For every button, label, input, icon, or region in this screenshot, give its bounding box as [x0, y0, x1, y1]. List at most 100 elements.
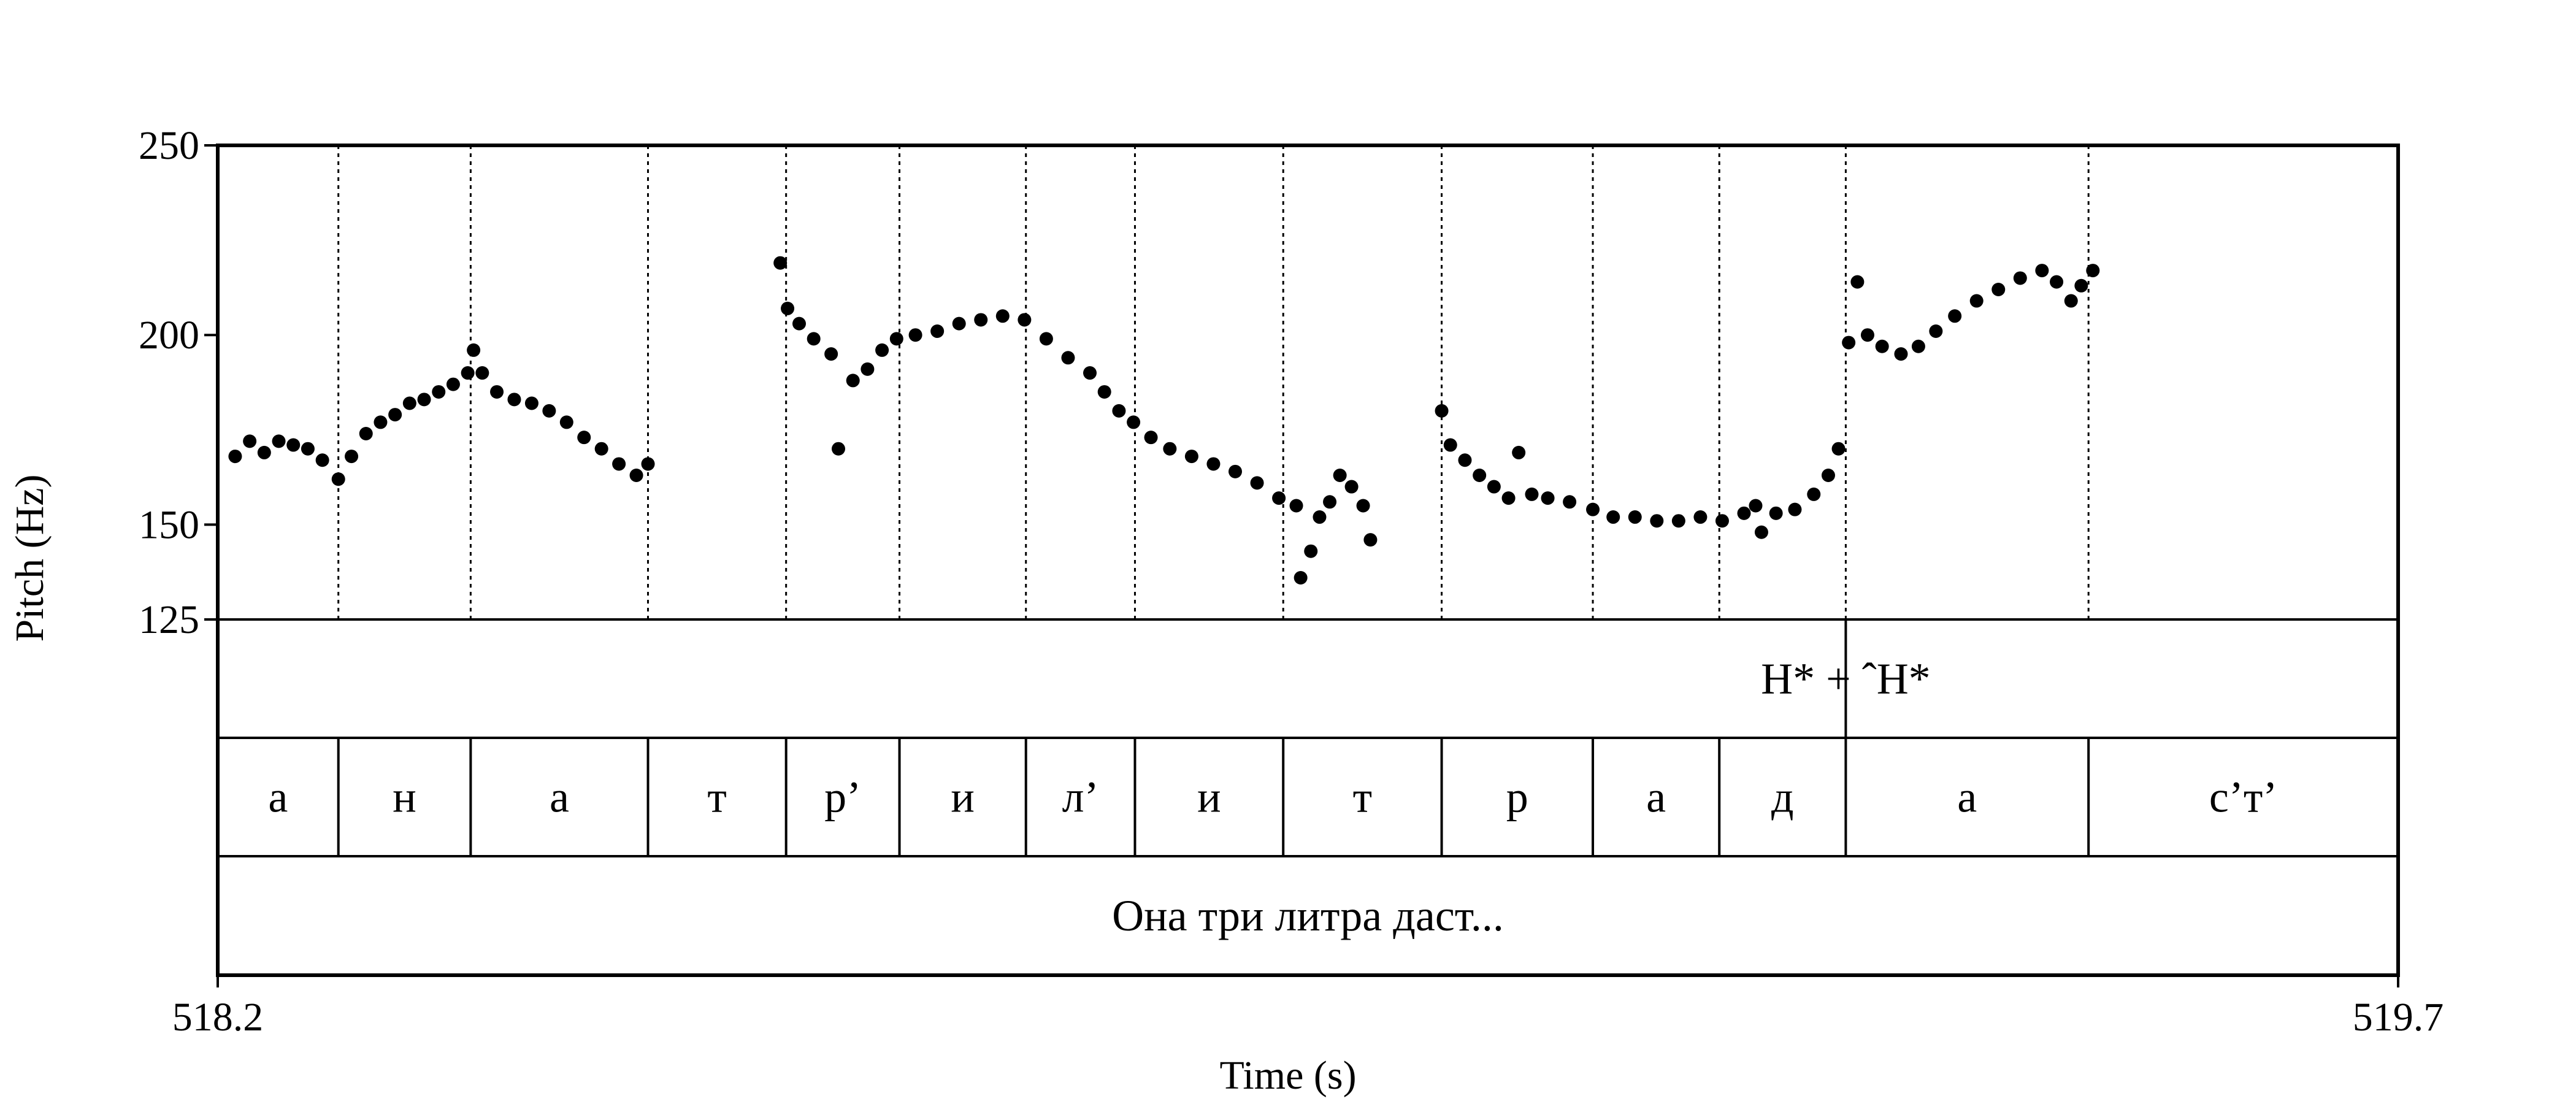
pitch-point: [1039, 332, 1053, 346]
segment-label: с’т’: [2209, 773, 2277, 822]
pitch-point: [995, 309, 1010, 323]
pitch-point: [1894, 347, 1908, 361]
pitch-point: [1272, 491, 1286, 505]
pitch-point: [1807, 487, 1821, 501]
y-tick-label: 125: [139, 597, 199, 642]
axis-ticks: 250 200 150 125 518.2 519.7: [139, 123, 2444, 1040]
pitch-point: [1443, 438, 1457, 452]
pitch-point: [345, 450, 359, 464]
pitch-point: [1850, 275, 1865, 289]
segment-label: а: [1646, 773, 1666, 822]
pitch-point: [315, 453, 329, 467]
plot-border: [216, 144, 2400, 977]
pitch-point: [542, 404, 556, 418]
pitch-point: [1144, 431, 1158, 445]
pitch-point: [1313, 510, 1327, 524]
pitch-point: [1769, 506, 1783, 520]
pitch-point: [1018, 313, 1032, 327]
y-tick-label: 200: [139, 313, 199, 358]
pitch-point: [875, 343, 889, 357]
pitch-point: [1929, 324, 1943, 339]
pitch-point: [1294, 570, 1308, 585]
segment-label: а: [1957, 773, 1977, 822]
pitch-point: [1715, 514, 1729, 528]
pitch-point: [507, 393, 521, 407]
pitch-point: [2013, 271, 2027, 285]
pitch-point: [331, 472, 345, 486]
pitch-point: [1289, 499, 1303, 513]
pitch-point: [243, 434, 257, 448]
pitch-point: [1586, 502, 1600, 516]
pitch-point: [1083, 366, 1097, 380]
plot-frame: [216, 144, 2400, 977]
pitch-point: [824, 347, 838, 361]
pitch-point: [1650, 514, 1664, 528]
x-axis-label: Time (s): [1219, 1053, 1356, 1098]
pitch-point: [1541, 491, 1555, 505]
pitch-point: [1363, 533, 1378, 547]
pitch-point: [1754, 525, 1768, 539]
pitch-point: [257, 445, 271, 459]
pitch-point: [889, 332, 903, 346]
pitch-point: [432, 385, 446, 399]
pitch-point: [374, 415, 388, 429]
pitch-point: [1860, 328, 1874, 342]
pitch-point: [846, 374, 860, 388]
pitch-point: [388, 408, 402, 422]
pitch-point: [2050, 275, 2064, 289]
pitch-point: [1112, 404, 1126, 418]
pitch-point: [1512, 445, 1526, 459]
pitch-point: [1250, 476, 1264, 490]
x-tick-label: 519.7: [2353, 995, 2444, 1040]
y-axis-label: Pitch (Hz): [7, 474, 52, 642]
pitch-point: [1061, 351, 1075, 365]
y-tick-label: 150: [139, 502, 199, 547]
pitch-points: [228, 256, 2100, 585]
segment-label: н: [393, 773, 416, 822]
pitch-point: [1693, 510, 1708, 524]
segment-label: л’: [1062, 773, 1099, 822]
pitch-point: [1563, 495, 1577, 509]
pitch-point: [1435, 404, 1449, 418]
segment-label: р: [1506, 773, 1528, 822]
pitch-point: [612, 457, 626, 471]
pitch-point: [1842, 335, 1856, 350]
pitch-point: [1911, 339, 1925, 353]
sentence-label: Она три литра даст...: [1112, 891, 1504, 940]
pitch-point: [1229, 464, 1242, 478]
pitch-point: [1304, 544, 1318, 558]
segment-label: т: [707, 773, 726, 822]
pitch-point: [807, 332, 821, 346]
pitch-point: [1671, 514, 1685, 528]
pitch-point: [559, 415, 573, 429]
pitch-point: [461, 366, 475, 380]
pitch-point: [1473, 469, 1487, 483]
pitch-point: [1344, 480, 1359, 494]
pitch-point: [930, 324, 945, 339]
pitch-point: [781, 301, 795, 315]
pitch-point: [1097, 385, 1111, 399]
pitch-point: [1525, 487, 1539, 501]
segment-label: а: [550, 773, 569, 822]
segment-label: и: [951, 773, 975, 822]
pitch-point: [1875, 339, 1889, 353]
pitch-point: [861, 362, 875, 376]
pitch-point: [1323, 495, 1337, 509]
pitch-point: [1501, 491, 1516, 505]
segment-label: и: [1197, 773, 1221, 822]
pitch-point: [467, 343, 481, 357]
pitch-point: [1487, 480, 1501, 494]
pitch-point: [952, 316, 966, 331]
pitch-point: [1356, 499, 1370, 513]
pitch-point: [1333, 469, 1347, 483]
segment-label: а: [268, 773, 288, 822]
segment-boundary-gridlines: [337, 145, 2090, 619]
pitch-point: [1127, 415, 1141, 429]
pitch-point: [1948, 309, 1962, 323]
pitch-point: [402, 396, 416, 410]
pitch-point: [641, 457, 655, 471]
x-tick-label: 518.2: [172, 995, 264, 1040]
pitch-point: [792, 316, 806, 331]
pitch-point: [1163, 442, 1177, 456]
pitch-point: [475, 366, 489, 380]
